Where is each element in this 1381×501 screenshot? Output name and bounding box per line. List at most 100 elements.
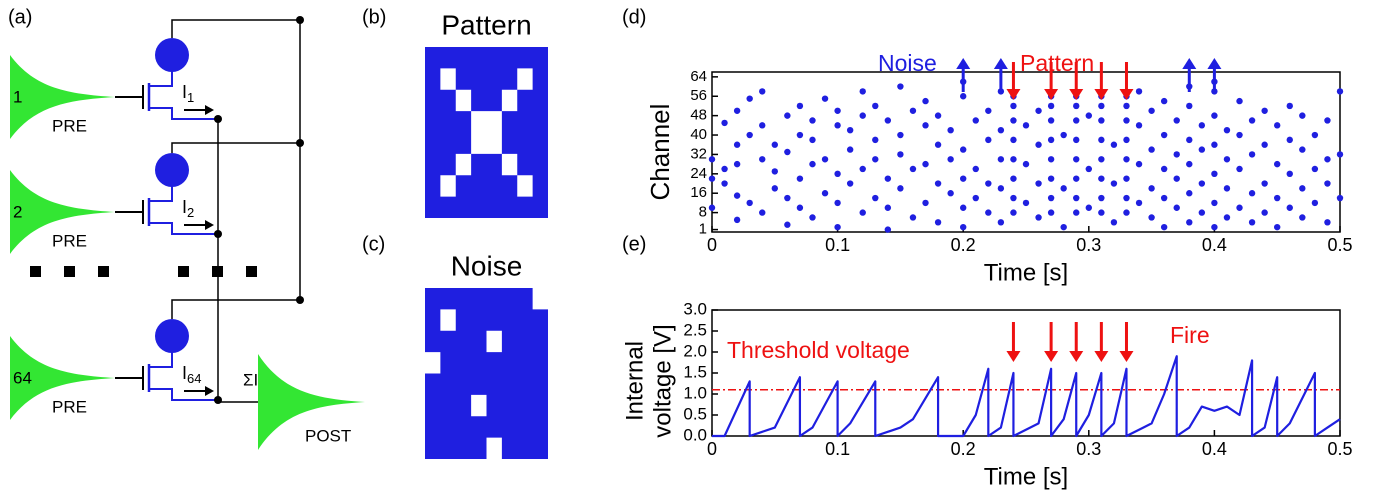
y-tick-label: 0.5	[683, 404, 707, 423]
white-cell	[501, 153, 518, 176]
spike	[985, 136, 992, 144]
y-tick-label: 40	[690, 126, 707, 143]
spike	[1324, 180, 1331, 187]
spike	[1047, 136, 1055, 144]
spike	[733, 107, 741, 114]
spike	[1236, 165, 1243, 173]
spike	[809, 136, 816, 144]
y-tick-label: 8	[699, 204, 707, 221]
ellipsis-dot	[246, 266, 257, 277]
current-label: I1	[182, 82, 194, 106]
y-tick-label: 2.0	[683, 341, 707, 360]
spike	[1022, 199, 1030, 207]
spike	[1098, 194, 1105, 202]
sum-label: ΣI	[243, 370, 258, 389]
annotation-arrow	[993, 58, 1008, 92]
spike	[947, 190, 954, 197]
drain	[149, 184, 173, 202]
spike	[1098, 209, 1105, 216]
memristor	[155, 153, 189, 187]
annotation-arrow	[1044, 322, 1059, 362]
spike	[721, 165, 728, 173]
spike	[1135, 160, 1143, 168]
y-tick-label: 48	[690, 107, 707, 124]
arrow-head	[1069, 351, 1084, 362]
post-spike	[258, 354, 365, 450]
y-tick-label: 0.0	[683, 425, 707, 444]
spike	[1299, 185, 1306, 192]
spike	[1211, 141, 1218, 148]
white-cell	[532, 288, 548, 310]
annotation-arrow	[1119, 322, 1134, 362]
spike	[1223, 185, 1231, 192]
spike	[1073, 102, 1080, 110]
white-cell	[471, 132, 487, 154]
spike	[821, 95, 829, 102]
white-cell	[455, 89, 472, 112]
panel-label: (b)	[362, 6, 386, 28]
spike	[1186, 160, 1193, 168]
spike	[1035, 107, 1042, 114]
grid-title: Pattern	[441, 9, 531, 40]
spike	[1198, 146, 1206, 153]
spike	[1110, 141, 1118, 148]
spike	[1274, 223, 1281, 231]
spike	[746, 199, 753, 207]
spike	[1311, 165, 1319, 173]
white-cell	[440, 175, 456, 197]
spike	[947, 126, 954, 134]
white-cell	[486, 111, 502, 133]
arrow-head	[956, 58, 971, 69]
spike	[922, 97, 929, 105]
spike	[1098, 156, 1105, 163]
spike	[1299, 214, 1306, 221]
spike	[1186, 219, 1193, 226]
arrow-head	[1006, 351, 1021, 362]
spike	[1098, 136, 1105, 144]
annotation: Fire	[1170, 322, 1210, 348]
spike	[733, 160, 741, 168]
current-label: I2	[182, 197, 194, 221]
spike	[1173, 175, 1180, 182]
y-tick-label: 16	[690, 184, 707, 201]
annotation-arrow	[1094, 62, 1109, 100]
spike	[1110, 180, 1118, 187]
spike	[1148, 185, 1155, 192]
spike	[1211, 112, 1218, 119]
spike	[972, 194, 979, 202]
current-arrow	[184, 105, 214, 115]
spike	[997, 185, 1005, 192]
current-symbol: I	[182, 197, 187, 217]
spike	[1211, 223, 1218, 231]
spike	[1035, 214, 1042, 221]
spike	[1148, 214, 1155, 221]
spike	[834, 122, 841, 129]
white-cell	[486, 132, 502, 154]
spike	[1073, 175, 1080, 182]
arrow-head	[1094, 351, 1109, 362]
arrow-head	[1119, 351, 1134, 362]
spike	[960, 204, 967, 211]
arrow-head	[1069, 89, 1084, 100]
ellipsis-dot	[178, 266, 189, 277]
spike	[884, 204, 892, 211]
spike	[1010, 175, 1017, 182]
spike	[746, 131, 753, 139]
spike	[1010, 136, 1017, 144]
current-symbol: I	[182, 363, 187, 383]
spike	[1274, 194, 1281, 202]
spike	[1098, 175, 1105, 182]
panel-label: (d)	[622, 6, 646, 28]
spike	[985, 180, 992, 187]
spike	[759, 156, 766, 163]
annotation-arrow	[956, 58, 971, 92]
spike	[1286, 102, 1293, 110]
spike	[1236, 204, 1243, 211]
annotation-arrow	[1182, 58, 1197, 92]
spike	[1211, 199, 1218, 207]
y-tick-label: 2.5	[683, 320, 707, 339]
spike	[1160, 97, 1168, 105]
spike	[1085, 165, 1093, 173]
spike	[809, 214, 816, 221]
